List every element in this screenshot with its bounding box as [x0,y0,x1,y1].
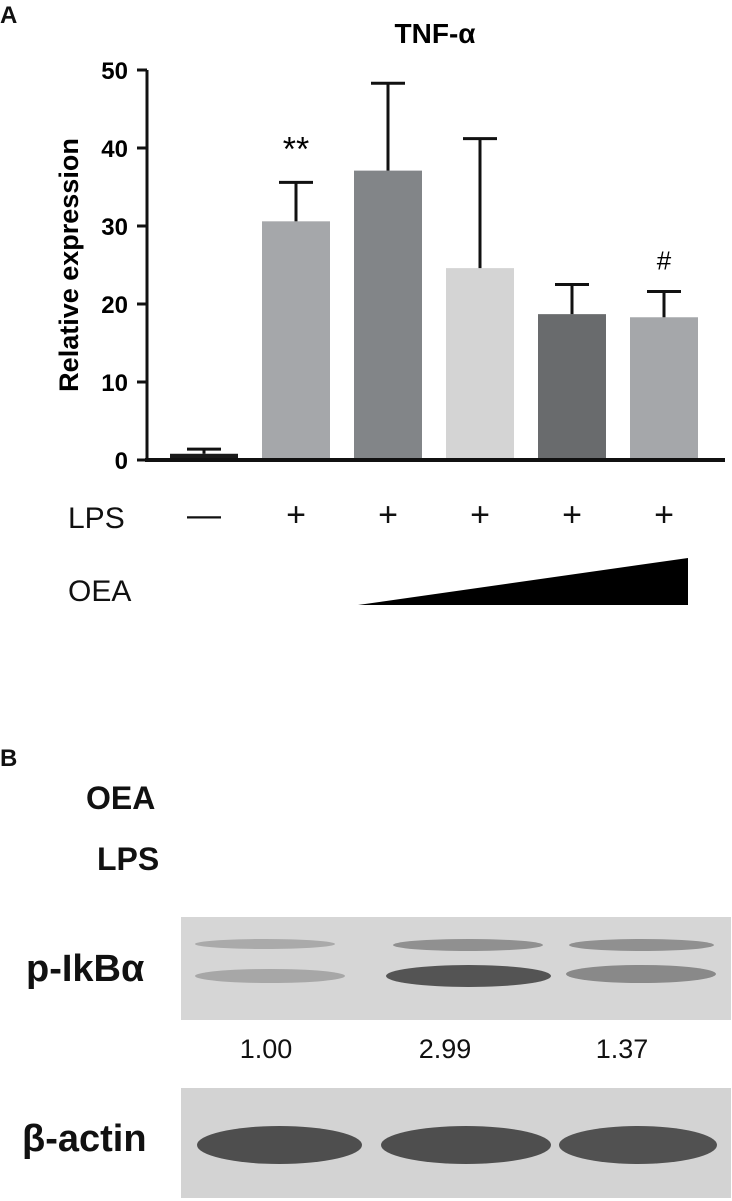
treatment-oea: OEA [86,780,156,816]
y-axis: 0 10 20 30 40 50 [101,58,147,475]
y-axis-label: Relative expression [54,138,84,392]
lps-sign: + [378,496,398,534]
quant-3: 1.37 [595,1034,649,1064]
band [569,939,714,951]
panel-a-letter: A [0,2,18,29]
treatment-lps: LPS [97,841,160,877]
y-tick-label: 40 [101,136,128,163]
oea-gradient-triangle [358,558,688,605]
blot-beta-actin [181,1088,731,1198]
blot-label-beta-actin: β-actin [22,1118,147,1160]
significance-marker: ** [283,130,309,168]
y-tick-label: 20 [101,292,128,319]
bar [262,221,330,460]
lps-sign: + [654,496,674,534]
oea-row-label: OEA [68,575,132,608]
significance-marker: # [657,246,672,276]
lps-sign: — [187,496,221,534]
lps-sign: + [286,496,306,534]
panel-b-letter: B [0,745,18,772]
band [386,965,551,987]
quant-1: 1.00 [239,1034,293,1064]
lps-sign: + [562,496,582,534]
chart-title: TNF-α [395,18,476,49]
lps-sign: + [470,496,490,534]
quant-2: 2.99 [418,1034,472,1064]
bar [354,170,422,460]
band [393,939,543,951]
bars: ** # [170,81,698,460]
y-tick-label: 50 [101,58,128,85]
band [381,1126,551,1164]
y-tick-label: 0 [115,448,128,475]
lps-row-label: LPS [68,502,125,535]
band [559,1126,717,1164]
bar [170,453,238,460]
bar-chart: TNF-α Relative expression 0 10 20 30 40 50 **… [54,18,725,605]
blot-label-p-ikba: p-IkBα [26,948,145,990]
band [195,969,345,983]
bar [538,314,606,460]
blot-p-ikba [181,917,731,1020]
bar [446,268,514,460]
band [197,1126,362,1164]
bar [630,317,698,460]
band [195,939,335,949]
y-tick-label: 10 [101,370,128,397]
band [566,965,716,983]
y-tick-label: 30 [101,214,128,241]
